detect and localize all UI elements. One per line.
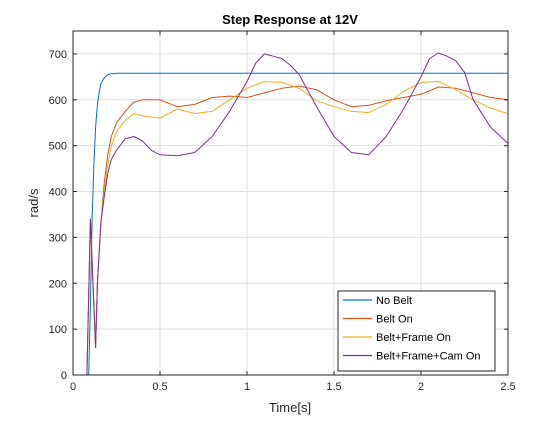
- legend-label: Belt+Frame+Cam On: [376, 351, 481, 363]
- legend-label: No Belt: [376, 295, 412, 307]
- series-line-4: [86, 52, 509, 376]
- series-lines: [86, 52, 509, 376]
- legend-label: Belt+Frame On: [376, 332, 451, 344]
- y-tick-label: 400: [49, 187, 67, 199]
- y-tick-label: 600: [49, 95, 67, 107]
- x-tick-label: 1.5: [326, 381, 341, 393]
- y-tick-label: 0: [61, 370, 67, 382]
- y-tick-label: 500: [49, 141, 67, 153]
- x-tick-label: 2: [418, 381, 424, 393]
- x-tick-label: 2.5: [500, 381, 515, 393]
- tick-labels: 0 0.5 1 1.5 2 2.5 0 100 200 300 400 500 600 700: [49, 31, 516, 393]
- y-axis-label: rad/s: [26, 188, 41, 217]
- x-tick-label: 0: [70, 381, 76, 393]
- series-line-1: [88, 72, 508, 376]
- chart-title: Step Response at 12V: [222, 12, 358, 27]
- x-tick-label: 1: [244, 381, 250, 393]
- legend: No Belt Belt On Belt+Frame On Belt+Frame+Ca…: [337, 290, 496, 372]
- legend-label: Belt On: [376, 314, 413, 326]
- x-axis-label: Time[s]: [269, 400, 311, 415]
- y-tick-label: 200: [49, 278, 67, 290]
- y-tick-label: 100: [49, 324, 67, 336]
- axes-box: [72, 30, 509, 376]
- legend-box: [337, 290, 496, 372]
- x-tick-label: 0.5: [152, 381, 167, 393]
- y-tick-label: 300: [49, 232, 67, 244]
- y-tick-label: 700: [49, 49, 67, 61]
